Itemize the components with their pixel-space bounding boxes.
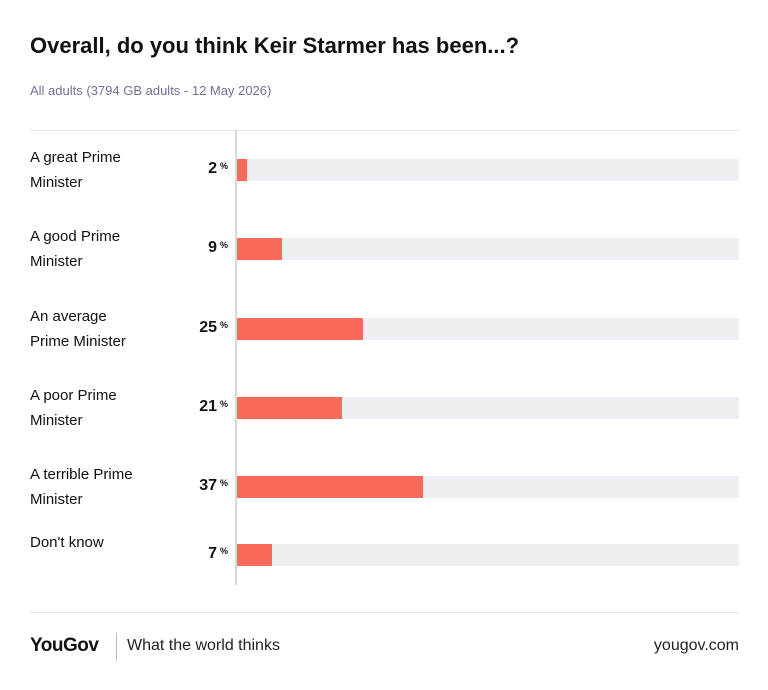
category-label: Don't know	[30, 534, 104, 551]
value-label: 37	[199, 477, 217, 494]
bar	[237, 318, 363, 340]
bar-track	[237, 397, 739, 419]
brand-logo: YouGov	[30, 635, 99, 656]
bar-track	[237, 238, 739, 260]
value-unit: %	[220, 240, 229, 250]
bar-track	[237, 159, 739, 181]
bar	[237, 159, 248, 181]
bar	[237, 544, 273, 566]
chart-title: Overall, do you think Keir Starmer has b…	[30, 33, 520, 58]
bar	[237, 476, 423, 498]
value-label: 2	[208, 160, 217, 177]
value-unit: %	[220, 478, 229, 488]
value-unit: %	[220, 399, 229, 409]
value-label: 25	[199, 319, 217, 336]
category-label: A poor Prime Minister	[30, 387, 117, 429]
bar	[237, 397, 343, 419]
value-label: 21	[199, 398, 217, 415]
separator	[116, 633, 117, 661]
category-label: A great Prime Minister	[30, 149, 121, 191]
chart-subtitle: All adults (3794 GB adults - 12 May 2026…	[30, 83, 272, 98]
value-unit: %	[220, 546, 229, 556]
axis-line	[235, 130, 237, 585]
bar-track	[237, 318, 739, 340]
value-unit: %	[220, 161, 229, 171]
divider	[30, 130, 739, 131]
value-label: 7	[208, 545, 217, 562]
url: yougov.com	[653, 637, 739, 654]
divider	[30, 612, 739, 613]
value-unit: %	[220, 320, 229, 330]
value-label: 9	[208, 239, 217, 256]
category-label: A terrible Prime Minister	[30, 466, 133, 508]
bar-track	[237, 544, 739, 566]
category-label: A good Prime Minister	[30, 228, 121, 270]
tagline: What the world thinks	[127, 637, 280, 654]
category-label: An average Prime Minister	[30, 308, 126, 350]
bar	[237, 238, 283, 260]
